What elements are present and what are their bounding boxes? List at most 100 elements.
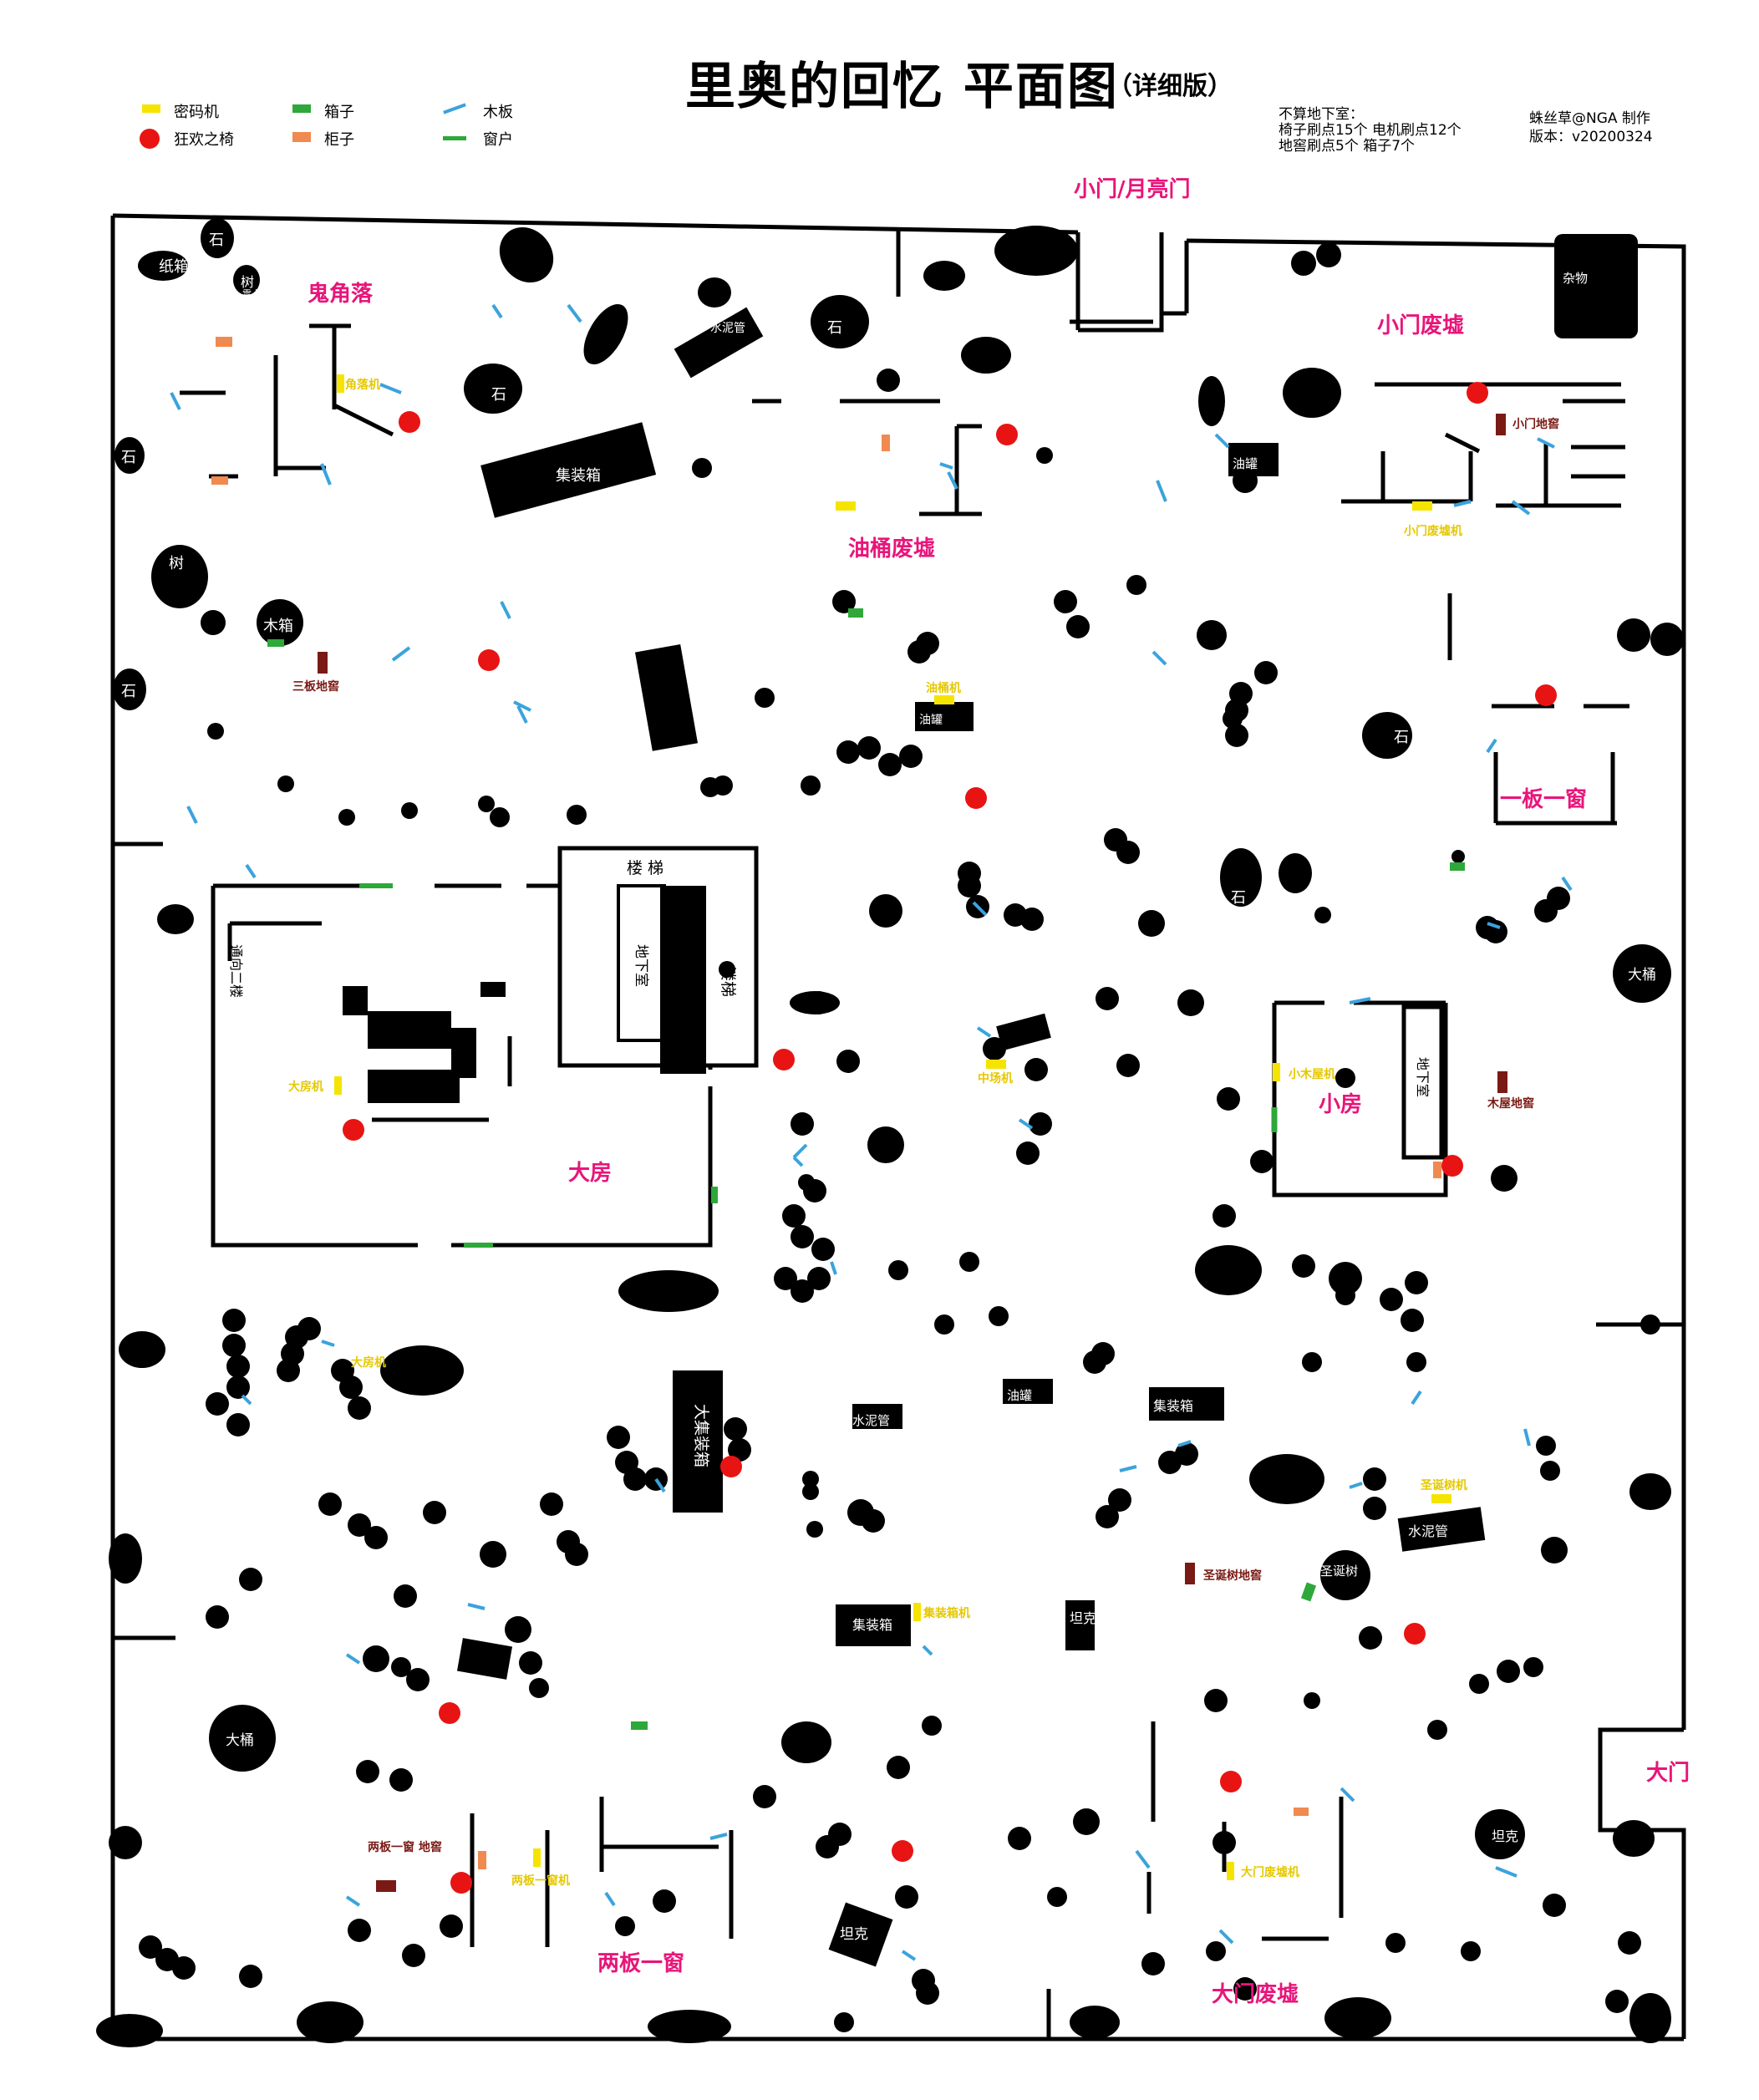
- label-paper-box: 纸箱: [159, 258, 189, 276]
- label-small-gate-ruins: 小门废墟: [1377, 313, 1464, 338]
- label-stone-2: 石: [121, 449, 136, 466]
- legend-cabinet-label: 柜子: [324, 131, 354, 149]
- boxes-cabinets: [211, 337, 1465, 1869]
- label-tank-3: 坦克: [1145, 1174, 1172, 1190]
- stats-line-3: 地窖刷点5个 箱子7个: [1279, 138, 1416, 155]
- label-oil-tank-4: 油罐: [472, 1729, 502, 1747]
- label-big-gate: 大门: [1646, 1761, 1690, 1786]
- legend-window-label: 窗户: [483, 131, 513, 149]
- legend-box-label: 箱子: [324, 104, 354, 121]
- label-hand-cart-2: 手推车: [493, 1427, 526, 1441]
- label-oil-tank-2: 油罐: [919, 714, 943, 727]
- machine-label-big-room: 大房机: [351, 1355, 386, 1370]
- label-snowman: 雪人: [242, 288, 261, 299]
- label-hand-cart-3: 手推车: [907, 959, 939, 973]
- cellar-labels: 小门地窖 三板地窖 木屋地窖 圣诞树地窖 两板一窗 地窖: [292, 417, 1559, 1854]
- label-stone-4: 石: [491, 386, 506, 404]
- label-tank-1: 坦克: [840, 1926, 868, 1943]
- label-sundries: 杂物: [1563, 271, 1588, 286]
- machine-label-corner: 角落机: [345, 378, 380, 392]
- label-oil-tank-3: 油罐: [1007, 1388, 1032, 1403]
- machine-label-small-gate-ruins: 小门废墟机: [1404, 524, 1462, 538]
- machine-label-middle-field: 中场机: [978, 1071, 1013, 1086]
- machine-label-two-boards: 两板一窗机: [511, 1874, 570, 1888]
- label-stone-3: 石: [121, 683, 136, 700]
- machine-label-christmas-tree: 圣诞树机: [1420, 1478, 1467, 1492]
- label-big-container: 大集装箱: [692, 1404, 710, 1467]
- cellar-label-three-boards: 三板地窖: [292, 679, 339, 694]
- label-big-barrel-2: 大桶: [226, 1732, 254, 1749]
- trees-and-stones: [96, 218, 1684, 2047]
- machine-label-small-wood-house: 小木屋机: [1289, 1067, 1335, 1081]
- label-two-boards-one-window: 两板一窗: [597, 1950, 684, 1976]
- label-to-second-floor: 通向二楼: [228, 944, 244, 998]
- label-tree-1: 树: [241, 274, 254, 290]
- legend-machine-swatch: [142, 104, 160, 113]
- label-container-1: 集装箱: [556, 467, 601, 485]
- cellar-label-christmas-tree: 圣诞树地窖: [1202, 1569, 1262, 1583]
- machine-label-big-house: 大房机: [288, 1080, 323, 1094]
- machines: [334, 374, 1451, 1880]
- label-big-barrel-1: 大桶: [1628, 967, 1656, 984]
- legend-machine-label: 密码机: [174, 104, 219, 121]
- label-stone-7: 石: [1231, 889, 1246, 907]
- label-stone-5: 石: [827, 319, 842, 337]
- label-small-house: 小房: [1319, 1092, 1362, 1117]
- label-big-gate-ruins: 大门废墟: [1212, 1981, 1299, 2007]
- cellar-label-wood-house: 木屋地窖: [1487, 1096, 1534, 1111]
- stats-line-1: 不算地下室：: [1279, 106, 1364, 123]
- big-house-interior: [343, 982, 506, 1103]
- small-house: [1271, 1000, 1448, 1197]
- label-container-car: 集装车: [1446, 1271, 1483, 1286]
- stats-line-2: 椅子刷点15个 电机刷点12个: [1279, 122, 1462, 139]
- label-tank-4: 坦克: [1070, 1610, 1096, 1626]
- credit-version: 版本：v20200324: [1529, 129, 1653, 145]
- machine-labels: 角落机 小门废墟机 油桶机 大房机 中场机 小木屋机 大房机 圣诞树机 集装箱机…: [288, 378, 1467, 1888]
- label-stone-1: 石: [209, 231, 224, 249]
- label-basement-big: 地下室: [633, 944, 649, 987]
- label-big-house: 大房: [568, 1161, 612, 1186]
- machine-label-container: 集装箱机: [923, 1606, 970, 1620]
- label-tank-5: 坦克: [134, 934, 160, 950]
- label-small-gate: 小门/月亮门: [1074, 176, 1191, 202]
- cellar-label-small-gate: 小门地窖: [1512, 417, 1559, 431]
- label-container-2: 集装箱: [1153, 1398, 1193, 1414]
- label-hand-cart-1: 手推车: [251, 704, 283, 718]
- label-container-3: 集装箱: [852, 1617, 892, 1633]
- cellars: [318, 414, 1507, 1892]
- label-tree-2: 树: [169, 555, 184, 572]
- label-oil-tank-1: 油罐: [1233, 456, 1258, 471]
- legend-cabinet-swatch: [292, 132, 311, 142]
- map-subtitle: （详细版）: [1107, 72, 1233, 101]
- label-stairs-top: 楼 梯: [627, 859, 663, 877]
- legend-window-swatch: [443, 136, 466, 140]
- legend-chair-label: 狂欢之椅: [174, 131, 234, 149]
- object-blocks: [456, 234, 1638, 1967]
- label-ghost-corner: 鬼角落: [308, 281, 374, 307]
- legend-chair-swatch: [140, 129, 160, 149]
- boards: [170, 303, 1573, 1961]
- label-cement-pipe-2: 水泥管: [1408, 1523, 1448, 1539]
- credit-author: 蛛丝草@NGA 制作: [1529, 110, 1650, 127]
- chairs: [343, 382, 1557, 1894]
- label-one-board-one-window: 一板一窗: [1500, 786, 1587, 812]
- label-cement-pipe-3: 水泥管: [852, 1413, 890, 1428]
- legend-board-label: 木板: [483, 104, 513, 121]
- cellar-label-two-boards: 两板一窗 地窖: [368, 1840, 442, 1854]
- label-basement-small: 地下室: [1415, 1057, 1431, 1097]
- label-xmas-tree: 圣诞树: [1320, 1564, 1358, 1579]
- legend-box-swatch: [292, 104, 311, 113]
- area-labels: 小门/月亮门 鬼角落 小门废墟 油桶废墟 一板一窗 大房 小房 大门 两板一窗 …: [308, 176, 1690, 2007]
- label-wood-box: 木箱: [263, 618, 293, 635]
- stairs-block: [557, 846, 759, 1074]
- label-cement-pipe-1: 水泥管: [710, 322, 745, 335]
- machine-label-big-gate-ruins: 大门废墟机: [1241, 1865, 1299, 1879]
- label-old-car-1: 老爷车: [405, 516, 438, 530]
- map-title: 里奥的回忆 平面图: [685, 58, 1119, 116]
- label-stone-6: 石: [1394, 729, 1409, 746]
- label-oil-barrel-ruins: 油桶废墟: [848, 536, 935, 562]
- machine-label-oil-barrel: 油桶机: [926, 681, 961, 695]
- label-stairs-side: 楼梯: [719, 965, 737, 997]
- small-tree-dots: [139, 369, 1660, 2032]
